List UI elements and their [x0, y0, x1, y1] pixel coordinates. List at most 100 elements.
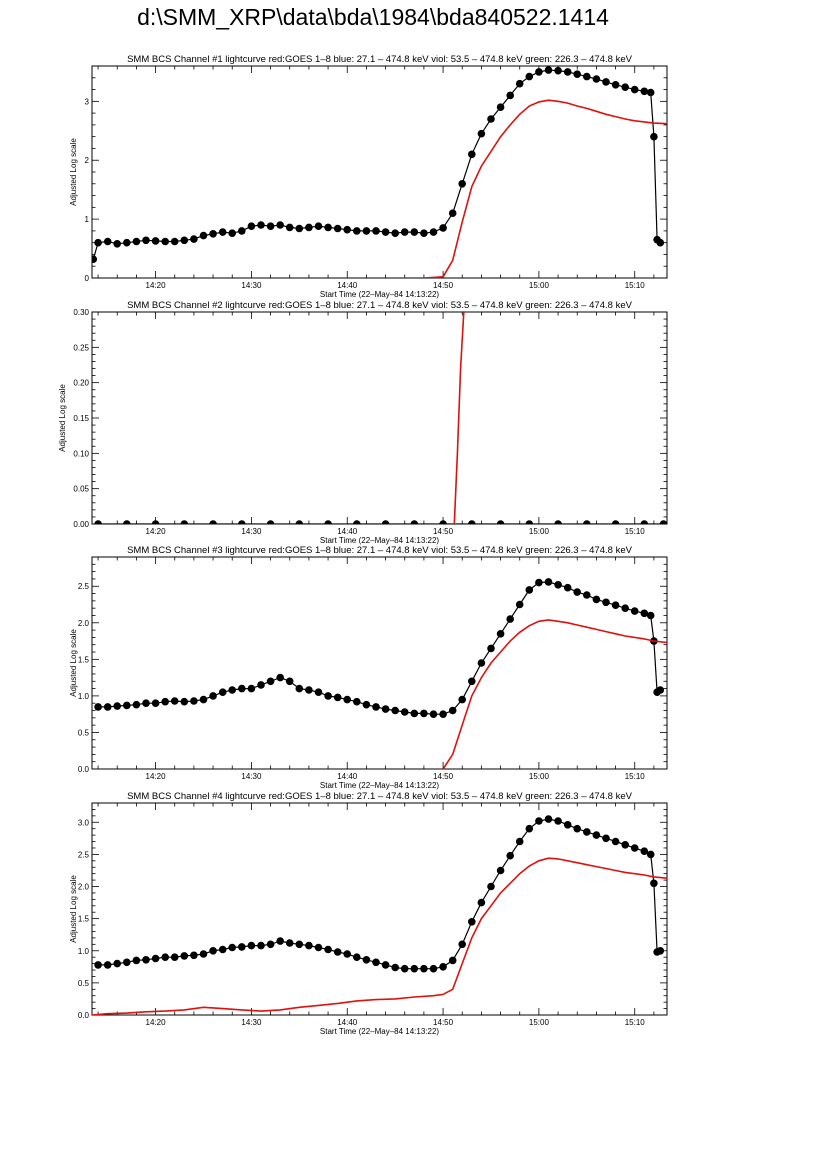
bcs-data-point	[573, 588, 581, 596]
goes-curve	[442, 619, 667, 769]
bcs-data-point	[132, 700, 141, 709]
goes-curve	[404, 99, 667, 278]
bcs-data-point	[496, 520, 505, 524]
bcs-data-point	[458, 695, 467, 704]
bcs-data-point	[583, 520, 591, 524]
bcs-data-point	[646, 850, 655, 859]
bcs-data-point	[602, 598, 610, 607]
bcs-data-point	[228, 229, 236, 237]
y-tick-label: 0.0	[78, 1011, 90, 1020]
bcs-data-point	[190, 951, 198, 960]
bcs-data-point	[228, 686, 236, 694]
x-tick-label: 14:30	[241, 527, 262, 536]
bcs-data-point	[554, 66, 562, 75]
bcs-data-point	[381, 228, 390, 236]
bcs-data-point	[410, 228, 419, 236]
bcs-data-point	[238, 684, 246, 693]
bcs-data-point	[496, 866, 505, 875]
bcs-data-point	[151, 954, 160, 963]
bcs-data-point	[94, 961, 102, 969]
x-tick-label: 15:10	[625, 281, 646, 290]
bcs-data-point	[343, 225, 352, 234]
y-tick-label: 1	[85, 215, 90, 224]
bcs-data-point	[247, 941, 256, 950]
bcs-data-point	[400, 964, 409, 973]
y-tick-label: 0.10	[73, 449, 89, 458]
chart-title: SMM BCS Channel #1 lightcurve red:GOES 1…	[127, 54, 633, 65]
bcs-data-point	[94, 703, 102, 711]
bcs-data-point	[592, 75, 601, 83]
bcs-data-point	[285, 677, 294, 686]
y-axis-label: Adjusted Log scale	[69, 875, 78, 943]
bcs-data-point	[142, 236, 150, 245]
bcs-data-point	[324, 692, 332, 700]
bcs-data-point	[525, 586, 534, 594]
bcs-data-point	[199, 695, 208, 704]
bcs-data-point	[487, 882, 495, 891]
bcs-data-point	[295, 224, 304, 233]
bcs-data-point	[257, 941, 265, 950]
bcs-data-point	[544, 815, 553, 823]
bcs-data-point	[439, 224, 447, 232]
x-tick-label: 14:20	[146, 772, 167, 781]
bcs-data-point	[94, 238, 102, 247]
bcs-data-point	[372, 227, 380, 235]
bcs-data-point	[199, 950, 208, 958]
bcs-data-point	[170, 953, 179, 961]
y-tick-label: 3	[85, 97, 90, 106]
bcs-data-point	[247, 684, 256, 693]
bcs-data-point	[161, 953, 169, 961]
chart-panel-1: SMM BCS Channel #1 lightcurve red:GOES 1…	[69, 54, 668, 299]
bcs-data-point	[458, 180, 467, 188]
bcs-data-point	[640, 87, 649, 96]
bcs-data-point	[659, 520, 667, 524]
bcs-data-point	[487, 644, 495, 653]
y-tick-label: 0.30	[73, 308, 89, 317]
plot-frame	[91, 556, 668, 770]
bcs-data-point	[468, 677, 476, 686]
bcs-data-point	[468, 520, 476, 524]
x-tick-label: 14:40	[337, 772, 358, 781]
bcs-data-point	[218, 945, 227, 954]
bcs-data-point	[238, 943, 246, 951]
bcs-data-point	[151, 237, 160, 245]
bcs-data-point	[113, 702, 121, 710]
y-tick-label: 0.20	[73, 379, 89, 388]
bcs-data-point	[295, 940, 304, 949]
x-tick-label: 15:10	[625, 527, 646, 536]
bcs-data-point	[314, 222, 323, 230]
bcs-data-point	[410, 709, 419, 718]
bcs-data-point	[170, 697, 179, 705]
y-tick-label: 0	[85, 274, 90, 283]
x-axis-label: Start Time (22–May–84 14:13:22)	[320, 290, 440, 299]
bcs-data-point	[640, 847, 649, 855]
page-title: d:\SMM_XRP\data\bda\1984\bda840522.1414	[137, 4, 609, 30]
x-tick-label: 14:40	[337, 1018, 358, 1027]
bcs-data-point	[506, 91, 514, 100]
bcs-data-point	[295, 520, 304, 524]
x-tick-label: 14:20	[146, 1018, 167, 1027]
y-tick-label: 2.0	[78, 619, 90, 628]
bcs-data-point	[381, 705, 390, 713]
bcs-data-point	[621, 841, 629, 849]
bcs-data-point	[209, 520, 217, 524]
bcs-data-point	[640, 609, 649, 618]
bcs-data-point	[448, 209, 457, 217]
bcs-data-point	[228, 943, 236, 952]
bcs-data-point	[400, 228, 409, 236]
y-tick-label: 2.5	[78, 582, 90, 591]
bcs-data-point	[420, 964, 428, 973]
bcs-data-point	[391, 706, 400, 715]
bcs-data-point	[257, 221, 265, 229]
bcs-data-point	[592, 831, 601, 839]
bcs-data-point	[410, 520, 419, 524]
bcs-data-point	[515, 837, 524, 846]
series-group	[94, 578, 667, 769]
x-tick-label: 14:30	[241, 281, 262, 290]
bcs-data-point	[238, 520, 246, 524]
bcs-data-point	[458, 940, 467, 949]
bcs-data-point	[535, 578, 543, 587]
bcs-data-point	[324, 223, 332, 232]
chart-panel-2: SMM BCS Channel #2 lightcurve red:GOES 1…	[58, 300, 668, 545]
bcs-data-point	[563, 68, 572, 76]
